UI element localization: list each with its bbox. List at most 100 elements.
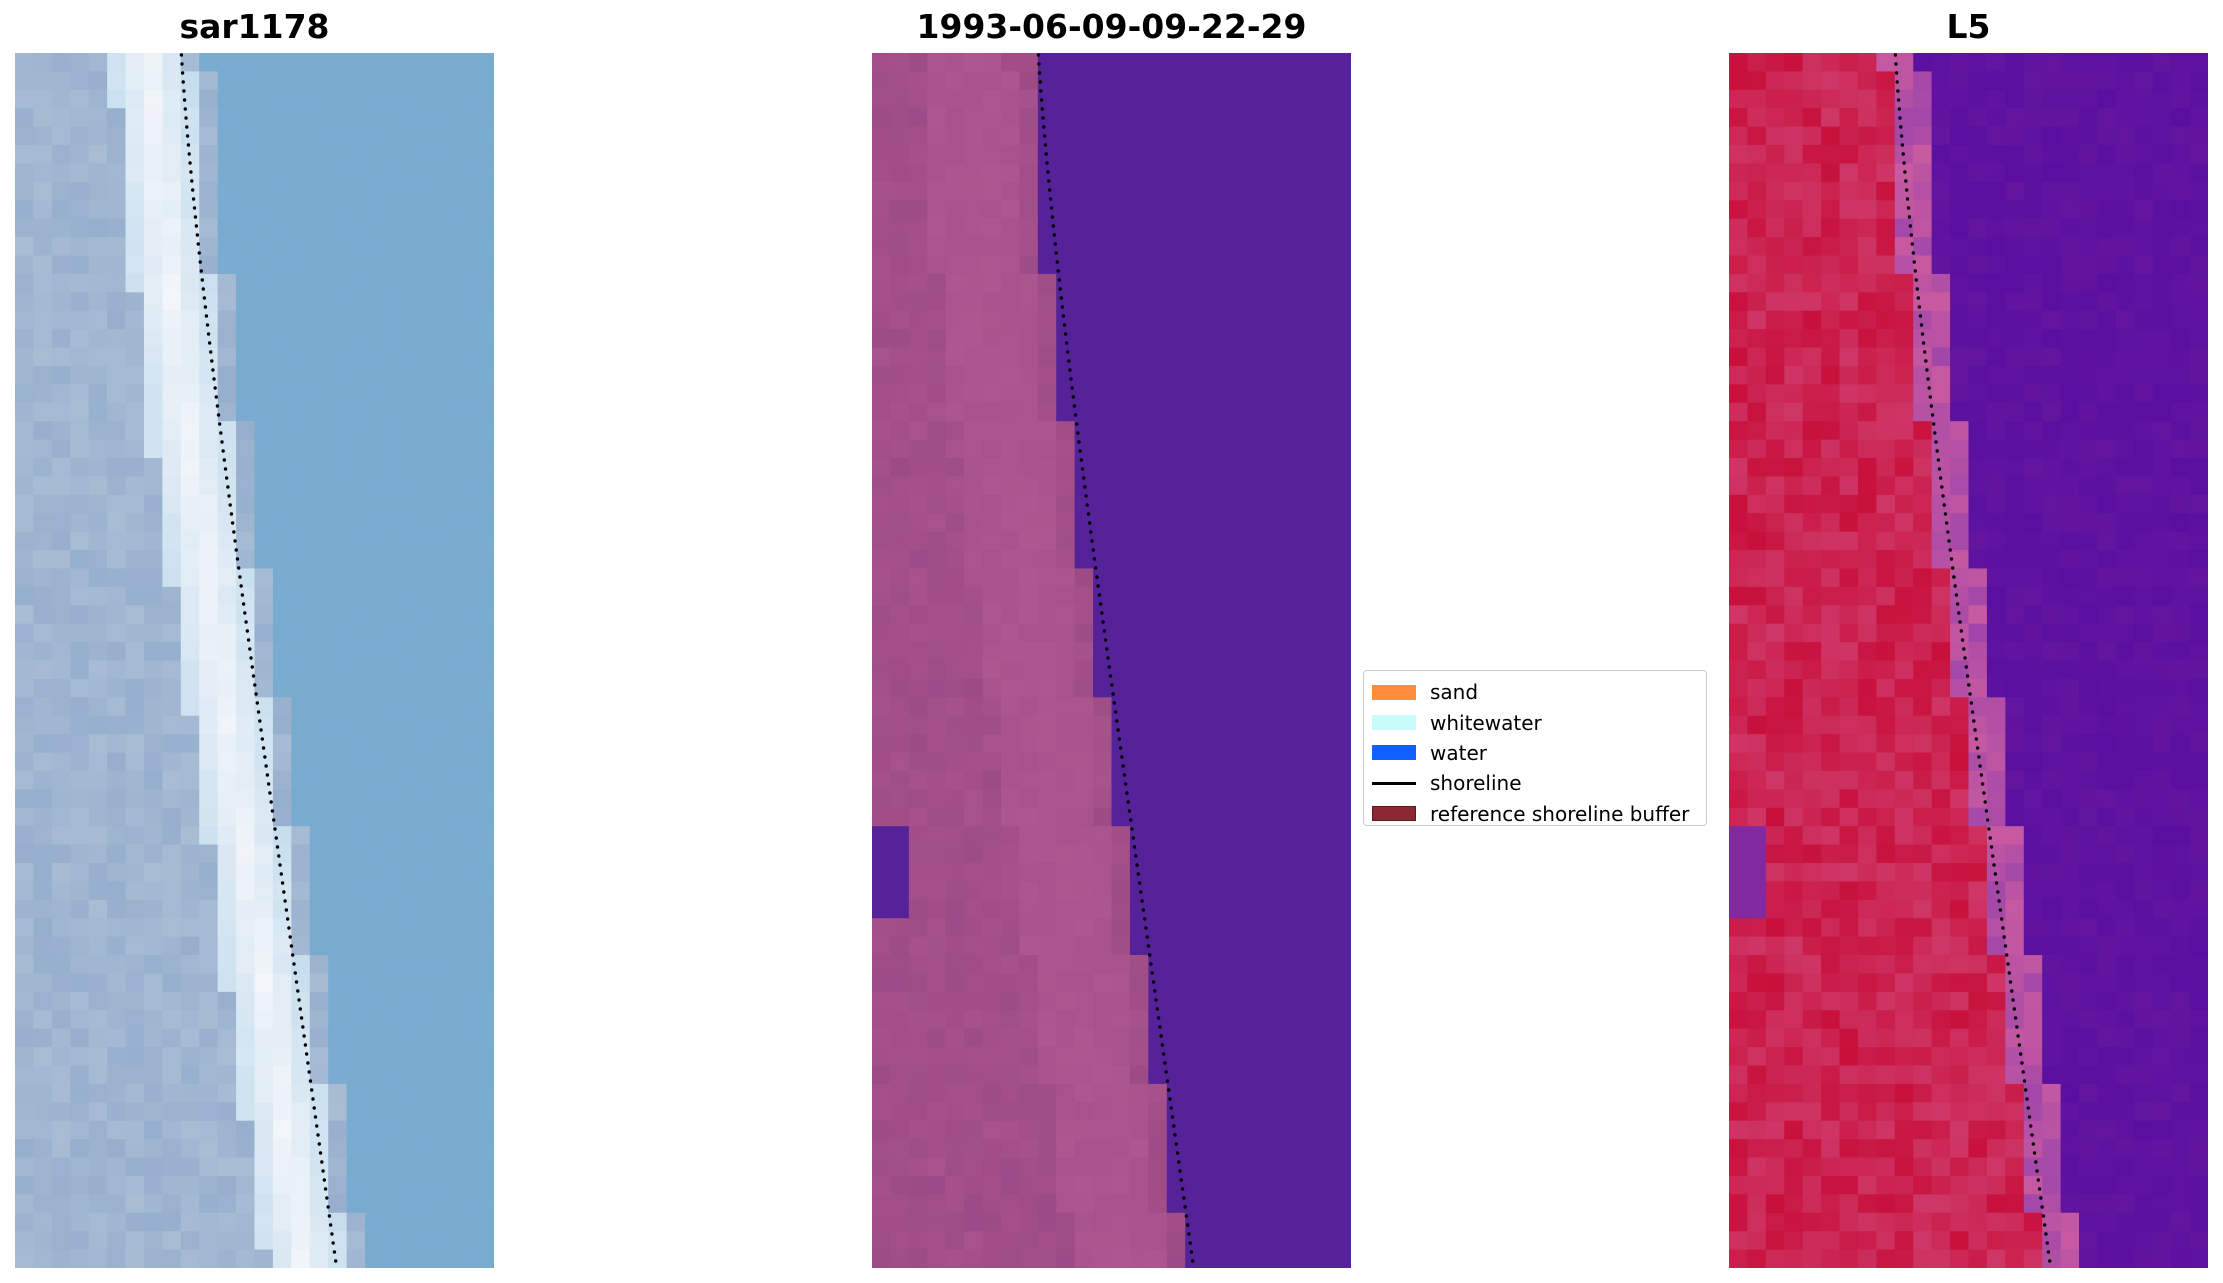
image-pixel [1148,642,1168,662]
image-pixel [1111,347,1131,367]
image-pixel [964,89,984,109]
image-pixel [107,973,127,993]
image-pixel [1185,365,1205,385]
image-pixel [2152,163,2172,183]
image-pixel [2115,476,2135,496]
image-pixel [365,292,385,312]
image-pixel [982,329,1002,349]
image-pixel [1019,476,1039,496]
image-pixel [1166,476,1186,496]
image-pixel [1111,1047,1131,1067]
image-pixel [33,991,53,1011]
image-pixel [2042,181,2062,201]
image-pixel [88,1120,108,1140]
image-pixel [217,1139,237,1159]
image-pixel [927,163,947,183]
image-pixel [291,605,311,625]
image-pixel [88,126,108,146]
image-pixel [1894,329,1914,349]
image-pixel [1148,71,1168,91]
image-pixel [1000,1120,1020,1140]
image-pixel [927,1249,947,1268]
image-pixel [328,697,348,717]
image-pixel [420,660,440,680]
image-pixel [2060,273,2080,293]
image-pixel [2097,329,2117,349]
image-pixel [1821,163,1841,183]
image-pixel [420,1047,440,1067]
image-pixel [199,1249,219,1268]
image-pixel [33,1065,53,1085]
image-pixel [890,1102,910,1122]
image-pixel [1931,863,1951,883]
image-pixel [1332,421,1351,441]
image-pixel [1056,292,1076,312]
image-pixel [1913,789,1933,809]
image-pixel [890,586,910,606]
image-pixel [1111,531,1131,551]
image-pixel [1821,513,1841,533]
image-pixel [1222,936,1242,956]
image-pixel [1185,1120,1205,1140]
image-pixel [1129,678,1149,698]
image-pixel [927,421,947,441]
image-pixel [475,494,494,514]
image-pixel [1258,1157,1278,1177]
image-pixel [890,1212,910,1232]
image-pixel [199,734,219,754]
image-pixel [872,200,892,220]
image-pixel [1332,200,1351,220]
image-pixel [964,421,984,441]
image-pixel [51,347,71,367]
image-pixel [217,218,237,238]
image-pixel [2152,458,2172,478]
image-pixel [1839,586,1859,606]
image-pixel [401,1083,421,1103]
image-pixel [1111,605,1131,625]
image-pixel [217,936,237,956]
image-pixel [1037,71,1057,91]
image-pixel [872,642,892,662]
image-pixel [1000,991,1020,1011]
shoreline-dot [1182,1196,1186,1200]
image-pixel [328,181,348,201]
image-pixel [1332,273,1351,293]
image-pixel [2097,770,2117,790]
image-pixel [254,53,274,73]
image-pixel [365,623,385,643]
image-pixel [15,752,35,772]
image-pixel [2115,292,2135,312]
image-pixel [180,660,200,680]
image-pixel [1240,881,1260,901]
shoreline-dot [272,818,276,822]
image-pixel [1931,789,1951,809]
image-pixel [51,439,71,459]
image-pixel [2115,347,2135,367]
image-pixel [254,145,274,165]
image-pixel [88,918,108,938]
image-pixel [15,918,35,938]
image-pixel [1332,789,1351,809]
image-pixel [236,218,256,238]
image-pixel [15,310,35,330]
image-pixel [1332,807,1351,827]
image-pixel [254,384,274,404]
image-pixel [1857,789,1877,809]
image-pixel [70,402,90,422]
image-pixel [199,108,219,128]
image-pixel [254,660,274,680]
image-pixel [199,844,219,864]
image-pixel [15,605,35,625]
image-pixel [2134,200,2154,220]
image-pixel [180,1249,200,1268]
image-pixel [365,494,385,514]
image-pixel [15,292,35,312]
image-pixel [1277,789,1297,809]
image-pixel [1314,163,1334,183]
image-pixel [1222,807,1242,827]
image-pixel [88,1010,108,1030]
image-pixel [1857,734,1877,754]
image-pixel [33,1194,53,1214]
image-pixel [107,1157,127,1177]
shoreline-dot [1071,395,1075,399]
